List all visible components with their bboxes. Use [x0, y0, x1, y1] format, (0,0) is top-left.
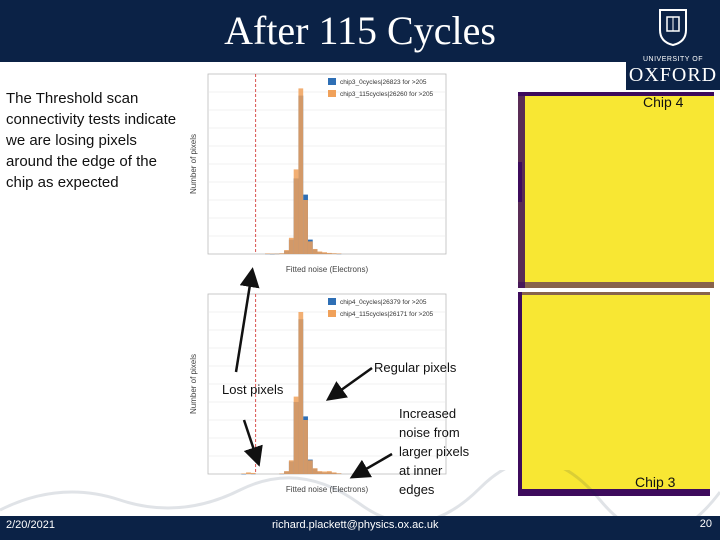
chip4-label: Chip 4 — [643, 94, 684, 110]
footer-bar — [0, 516, 720, 540]
histogram-bar — [322, 471, 327, 474]
histogram-bar — [284, 250, 289, 254]
histogram-bar — [327, 471, 332, 474]
histogram-bar — [279, 253, 285, 254]
chip3-edge-loss — [518, 292, 710, 496]
x-axis-label: Fitted noise (Electrons) — [286, 265, 369, 274]
lost-pixels-label: Lost pixels — [222, 382, 284, 397]
histogram-chip3: chip3_0cycles|26823 for >205 chip3_115cyc… — [189, 73, 447, 274]
histogram-bar — [293, 396, 299, 474]
lost-pixels-arrow-bottom — [242, 419, 263, 467]
histogram-bar — [265, 253, 270, 254]
slide-title: After 115 Cycles — [224, 8, 496, 53]
logo-university-text: UNIVERSITY OF — [642, 56, 704, 63]
histogram-bar — [327, 252, 332, 254]
legend-swatch — [328, 310, 336, 317]
histogram-bar — [307, 460, 313, 474]
histogram-bar — [331, 253, 337, 254]
slide-description: The Threshold scan connectivity tests in… — [6, 90, 177, 191]
histogram-bar — [241, 473, 247, 475]
histogram-bar — [331, 472, 337, 474]
y-axis-label: Number of pixels — [189, 354, 198, 414]
histogram-bar — [312, 468, 318, 474]
histogram-bar — [303, 200, 308, 254]
histogram-bar — [246, 472, 251, 474]
legend-label: chip4_0cycles|26379 for >205 — [340, 299, 427, 306]
chip4-edge-loss — [518, 92, 714, 288]
lost-pixels-arrow-top — [234, 267, 260, 373]
histogram-bar — [303, 420, 308, 474]
increased-noise-line: larger pixels — [399, 444, 470, 459]
histogram-bar — [317, 471, 323, 474]
footer-email: richard.plackett@physics.ox.ac.uk — [272, 519, 439, 531]
histogram-bar — [298, 88, 304, 255]
histogram-bar — [288, 460, 294, 474]
increased-noise-label: Increased noise from larger pixels at in… — [399, 404, 469, 499]
histogram-bar — [336, 253, 342, 254]
increased-noise-line: edges — [399, 482, 435, 497]
regular-pixels-label: Regular pixels — [374, 360, 457, 375]
title-bar — [0, 0, 720, 62]
watermark-graphic — [0, 470, 720, 516]
histogram-bar — [279, 473, 285, 474]
histogram-bar — [317, 251, 323, 254]
histogram-bar — [307, 241, 313, 254]
histogram-bar — [288, 237, 294, 254]
logo-oxford-text: OXFORD — [628, 64, 718, 86]
histogram-bar — [250, 472, 256, 474]
increased-noise-arrow — [349, 452, 393, 479]
chip3-pixel-map — [518, 292, 710, 496]
legend-swatch — [328, 298, 336, 305]
legend-label: chip3_115cycles|26260 for >205 — [340, 91, 434, 98]
histogram-bar — [293, 169, 299, 254]
legend-label: chip4_115cycles|26171 for >205 — [340, 311, 434, 318]
regular-pixels-arrow — [325, 366, 373, 401]
increased-noise-line: Increased — [399, 406, 457, 421]
footer-date: 2/20/2021 — [6, 519, 55, 531]
histogram-bar — [269, 253, 275, 255]
histogram-bar — [322, 252, 327, 254]
chip4-pixel-map — [518, 92, 714, 288]
increased-noise-line: noise from — [399, 425, 460, 440]
histogram-bar — [312, 248, 318, 254]
histogram-bar — [241, 473, 247, 474]
x-axis-label: Fitted noise (Electrons) — [286, 485, 369, 494]
oxford-logo: UNIVERSITY OF OXFORD — [626, 0, 720, 90]
histogram-bar — [284, 471, 289, 474]
legend-swatch — [328, 78, 336, 85]
y-axis-label: Number of pixels — [189, 134, 198, 194]
crest-icon — [659, 9, 687, 46]
histogram-bar — [298, 312, 304, 474]
page-number: 20 — [699, 518, 712, 530]
legend-swatch — [328, 90, 336, 97]
histogram-bar — [336, 473, 342, 474]
legend-label: chip3_0cycles|26823 for >205 — [340, 79, 427, 86]
histogram-bar — [274, 253, 280, 255]
increased-noise-line: at inner — [399, 463, 443, 478]
chip3-label: Chip 3 — [635, 474, 676, 490]
